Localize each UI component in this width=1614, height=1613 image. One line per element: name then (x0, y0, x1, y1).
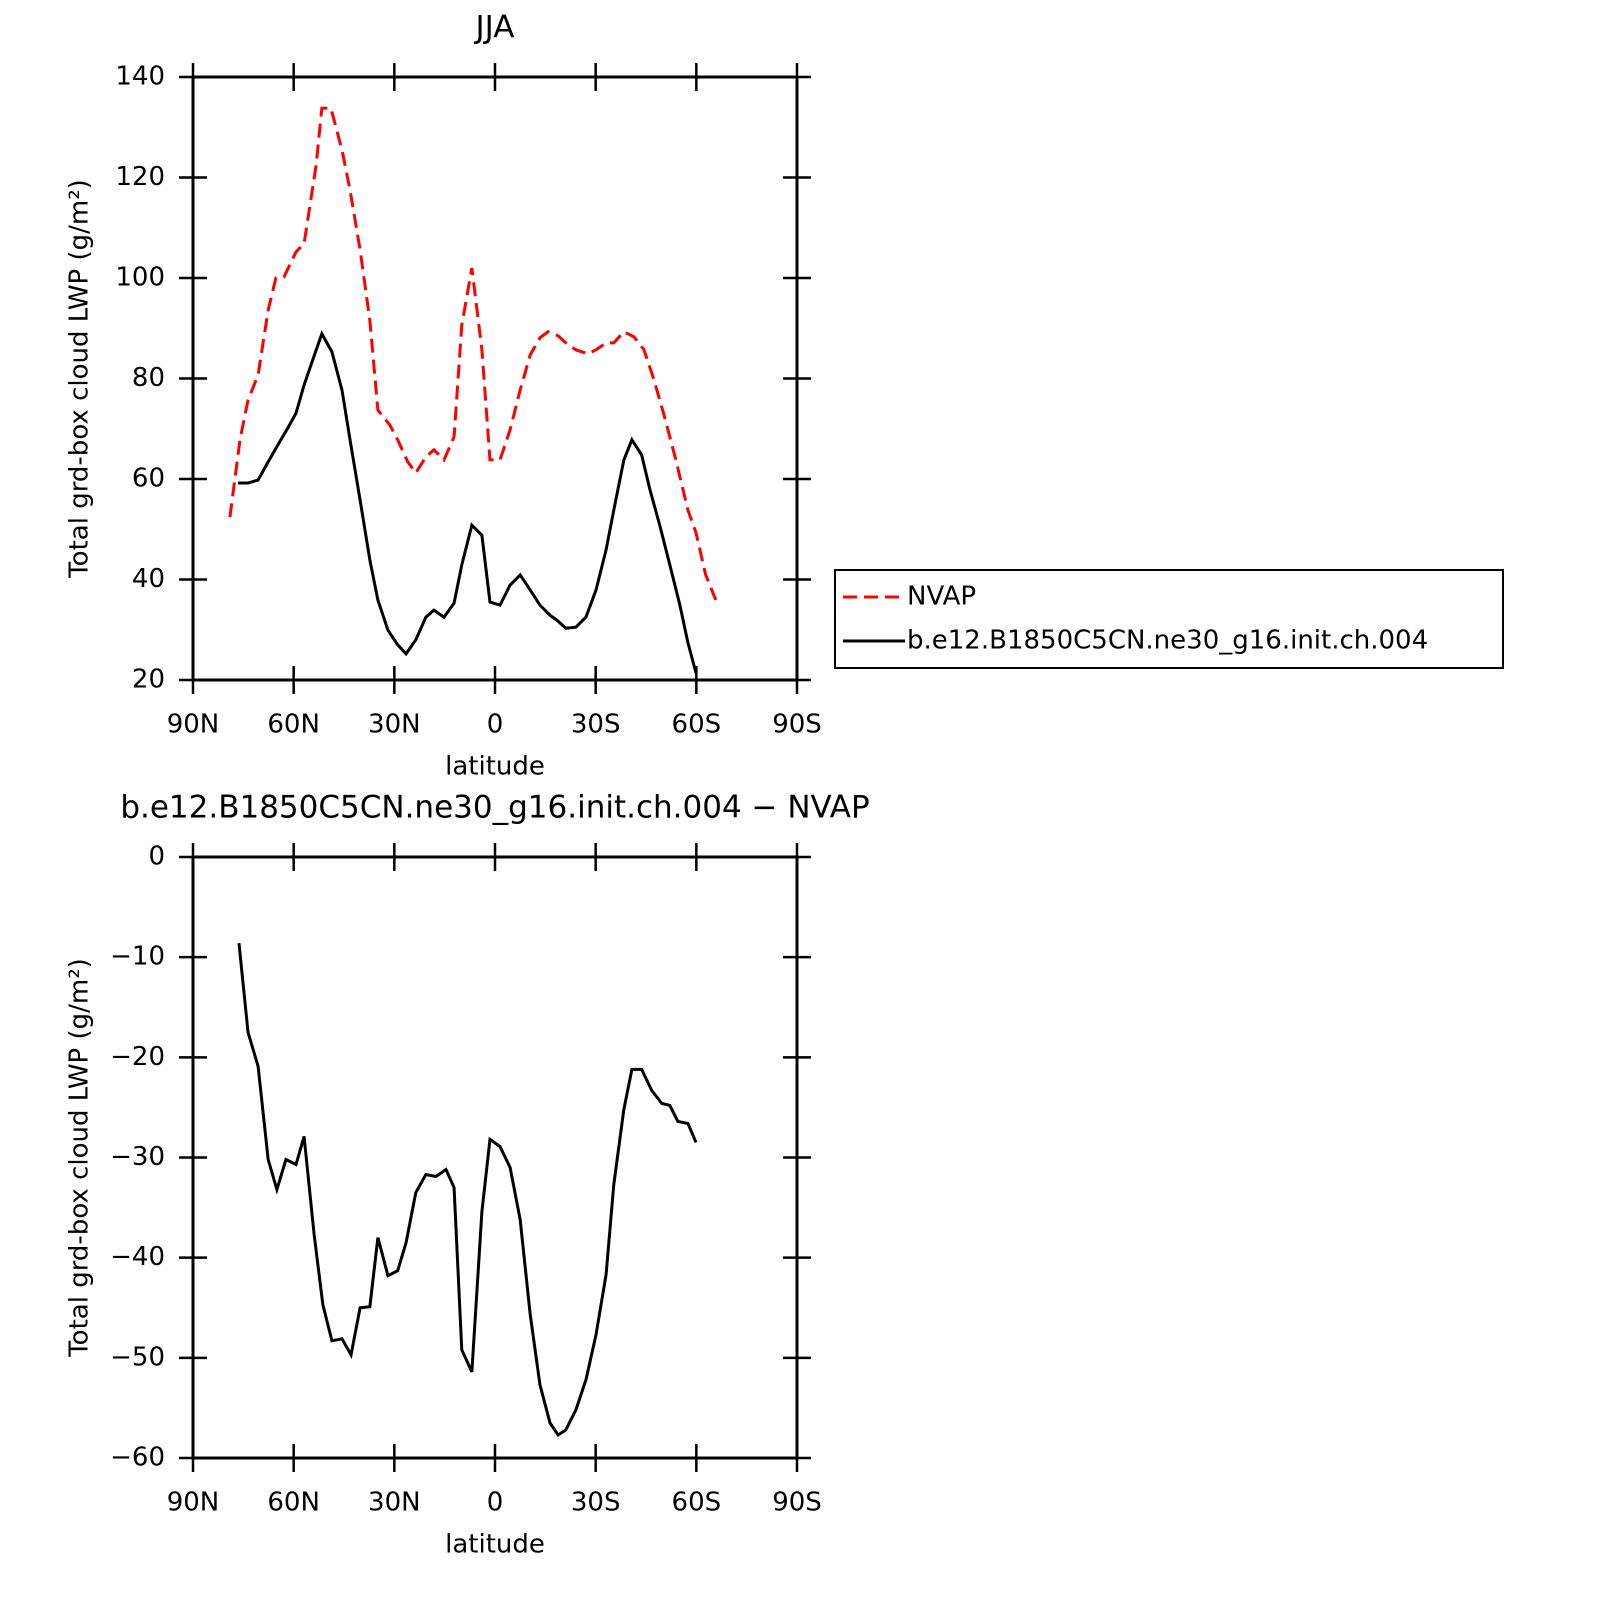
legend-box (834, 569, 1504, 669)
y-tick-label: −10 (110, 942, 165, 972)
x-tick-label: 0 (487, 710, 504, 740)
chart-title: JJA (474, 10, 515, 46)
y-tick-label: 120 (115, 162, 165, 192)
x-tick-label: 30S (571, 710, 621, 740)
y-tick-label: 80 (132, 363, 165, 393)
y-tick-label: 60 (132, 464, 165, 494)
x-tick-label: 0 (487, 1488, 504, 1518)
x-tick-label: 60S (672, 710, 722, 740)
x-tick-label: 30S (571, 1488, 621, 1518)
y-axis-label: Total grd-box cloud LWP (g/m²) (65, 958, 95, 1358)
y-tick-label: 20 (132, 665, 165, 695)
x-tick-label: 90S (772, 710, 822, 740)
legend-label: b.e12.B1850C5CN.ne30_g16.init.ch.004 (907, 626, 1428, 656)
legend-label: NVAP (907, 582, 976, 612)
y-tick-label: −30 (110, 1142, 165, 1172)
plot-frame (191, 75, 799, 682)
y-tick-label: −20 (110, 1042, 165, 1072)
data-line (228, 106, 718, 601)
y-tick-label: −40 (110, 1242, 165, 1272)
data-line (237, 330, 698, 674)
x-tick-label: 30N (368, 1488, 421, 1518)
x-axis-label: latitude (445, 1530, 545, 1560)
y-tick-label: −60 (110, 1443, 165, 1473)
y-tick-label: 100 (115, 263, 165, 293)
y-tick-label: 0 (148, 842, 165, 872)
x-tick-label: 30N (368, 710, 421, 740)
y-tick-label: 140 (115, 62, 165, 92)
y-tick-label: 40 (132, 564, 165, 594)
chart-title: b.e12.B1850C5CN.ne30_g16.init.ch.004 − N… (120, 790, 869, 826)
x-tick-label: 90S (772, 1488, 822, 1518)
y-axis-label: Total grd-box cloud LWP (g/m²) (65, 179, 95, 579)
x-axis-label: latitude (445, 752, 545, 782)
x-tick-label: 90N (167, 1488, 220, 1518)
x-tick-label: 90N (167, 710, 220, 740)
x-tick-label: 60S (672, 1488, 722, 1518)
y-tick-label: −50 (110, 1342, 165, 1372)
x-tick-label: 60N (267, 710, 320, 740)
plot-frame (191, 855, 799, 1460)
x-tick-label: 60N (267, 1488, 320, 1518)
data-line (237, 942, 698, 1438)
